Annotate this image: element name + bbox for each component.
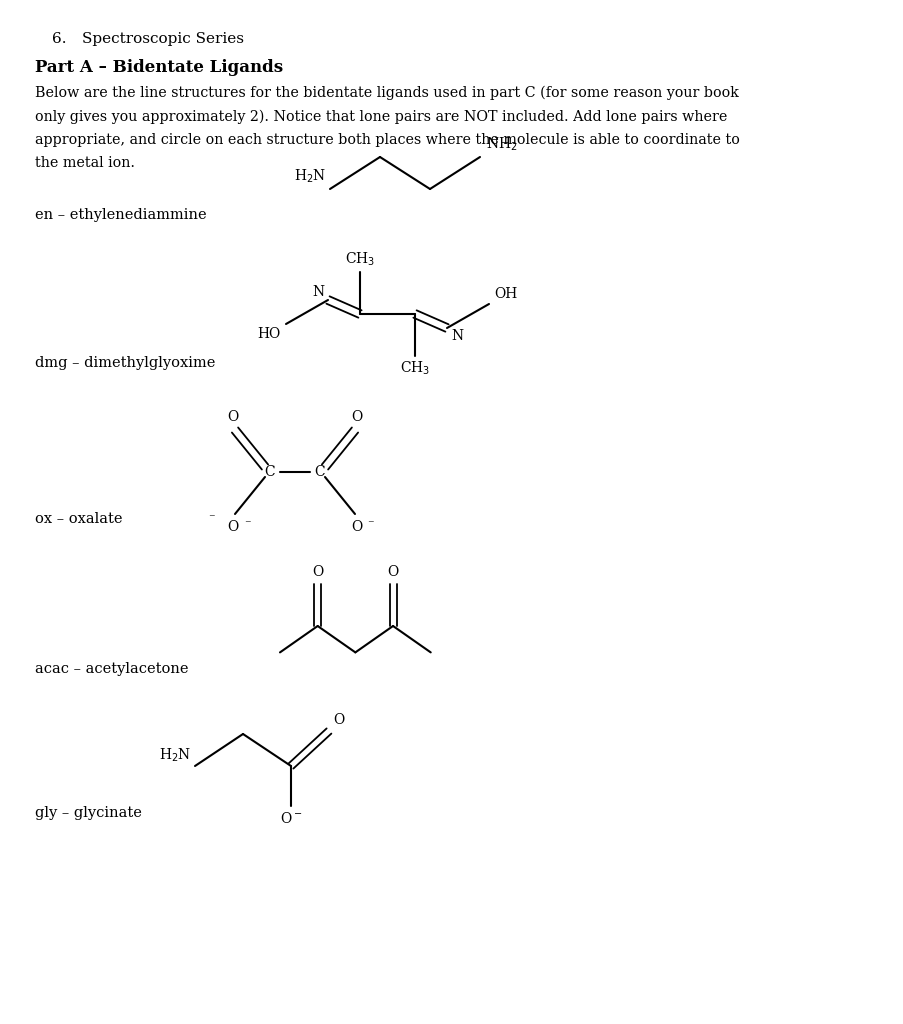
Text: OH: OH <box>493 287 517 301</box>
Text: C: C <box>265 465 275 479</box>
Text: en – ethylenediammine: en – ethylenediammine <box>35 208 207 222</box>
Text: ⁻: ⁻ <box>244 518 250 531</box>
Text: C: C <box>314 465 325 479</box>
Text: ox – oxalate: ox – oxalate <box>35 512 123 526</box>
Text: NH$_2$: NH$_2$ <box>486 135 517 153</box>
Text: O: O <box>387 565 398 579</box>
Text: Below are the line structures for the bidentate ligands used in part C (for some: Below are the line structures for the bi… <box>35 86 738 100</box>
Text: Spectroscopic Series: Spectroscopic Series <box>82 32 244 46</box>
Text: 6.: 6. <box>52 32 67 46</box>
Text: O: O <box>351 520 362 534</box>
Text: H$_2$N: H$_2$N <box>159 746 191 764</box>
Text: O: O <box>228 410 238 424</box>
Text: appropriate, and circle on each structure both places where the molecule is able: appropriate, and circle on each structur… <box>35 133 739 147</box>
Text: dmg – dimethylglyoxime: dmg – dimethylglyoxime <box>35 356 215 370</box>
Text: O: O <box>351 410 362 424</box>
Text: HO: HO <box>257 327 281 341</box>
Text: Part A – Bidentate Ligands: Part A – Bidentate Ligands <box>35 59 283 76</box>
Text: ⁻: ⁻ <box>367 518 373 531</box>
Text: CH$_3$: CH$_3$ <box>345 251 375 268</box>
Text: O$^-$: O$^-$ <box>279 811 302 826</box>
Text: N: N <box>312 285 323 299</box>
Text: O: O <box>312 565 323 579</box>
Text: only gives you approximately 2). Notice that lone pairs are NOT included. Add lo: only gives you approximately 2). Notice … <box>35 110 727 124</box>
Text: gly – glycinate: gly – glycinate <box>35 806 142 820</box>
Text: N: N <box>451 329 462 343</box>
Text: ⁻: ⁻ <box>208 512 214 525</box>
Text: O: O <box>332 713 344 727</box>
Text: H$_2$N: H$_2$N <box>293 168 326 185</box>
Text: acac – acetylacetone: acac – acetylacetone <box>35 662 189 676</box>
Text: CH$_3$: CH$_3$ <box>399 360 430 378</box>
Text: O: O <box>228 520 238 534</box>
Text: the metal ion.: the metal ion. <box>35 157 135 171</box>
